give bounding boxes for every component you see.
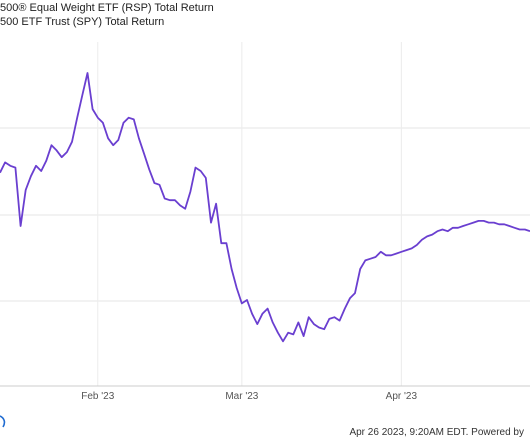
series-line-0 [0, 72, 530, 343]
legend-item-spy: 500 ETF Trust (SPY) Total Return [0, 16, 165, 28]
ycharts-logo-icon [0, 415, 6, 428]
x-tick-label: Apr '23 [386, 391, 418, 402]
footer-timestamp: Apr 26 2023, 9:20AM EDT. Powered by [349, 427, 524, 438]
legend-item-rsp: 500® Equal Weight ETF (RSP) Total Return [0, 2, 214, 14]
x-tick-label: Feb '23 [81, 391, 114, 402]
x-tick-label: Mar '23 [225, 391, 258, 402]
